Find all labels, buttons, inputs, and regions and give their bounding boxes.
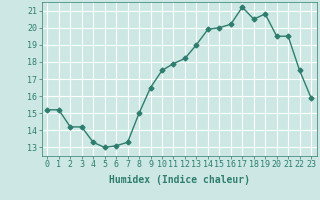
- X-axis label: Humidex (Indice chaleur): Humidex (Indice chaleur): [109, 175, 250, 185]
